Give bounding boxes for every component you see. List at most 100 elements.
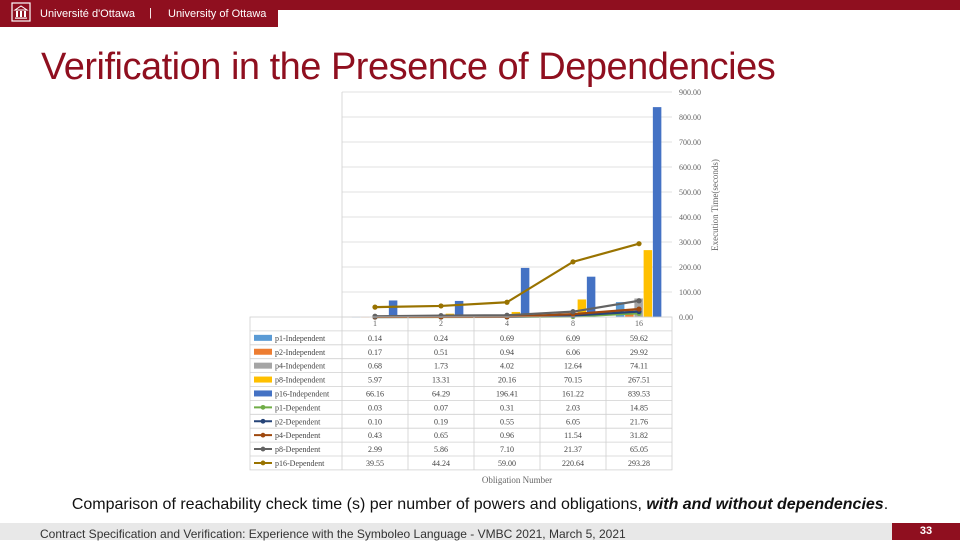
x-tick-label: 4 — [505, 319, 509, 328]
table-cell: 0.94 — [500, 348, 514, 357]
table-cell: 66.16 — [366, 389, 384, 398]
legend-label: p4-Independent — [275, 362, 326, 371]
bar-p16-Independent — [389, 300, 398, 317]
table-cell: 64.29 — [432, 389, 450, 398]
table-cell: 13.31 — [432, 376, 450, 385]
x-tick-label: 1 — [373, 319, 377, 328]
table-cell: 65.05 — [630, 445, 648, 454]
y-tick-label: 300.00 — [679, 238, 701, 247]
x-axis-label: Obligation Number — [482, 475, 552, 485]
table-cell: 39.55 — [366, 459, 384, 468]
y-tick-label: 700.00 — [679, 138, 701, 147]
point-p16-Dependent — [504, 300, 509, 305]
point-p16-Dependent — [438, 303, 443, 308]
table-cell: 196.41 — [496, 389, 518, 398]
table-cell: 0.31 — [500, 403, 514, 412]
legend-label: p1-Dependent — [275, 403, 321, 412]
table-cell: 0.03 — [368, 403, 382, 412]
table-cell: 21.76 — [630, 417, 648, 426]
table-cell: 6.06 — [566, 348, 580, 357]
table-cell: 0.17 — [368, 348, 382, 357]
table-cell: 0.14 — [368, 334, 382, 343]
point-p16-Dependent — [570, 259, 575, 264]
y-axis-label: Execution Time(seconds) — [710, 159, 720, 251]
x-tick-label: 2 — [439, 319, 443, 328]
table-cell: 74.11 — [630, 362, 648, 371]
table-cell: 59.62 — [630, 334, 648, 343]
table-cell: 0.65 — [434, 431, 448, 440]
table-cell: 2.99 — [368, 445, 382, 454]
table-cell: 839.53 — [628, 389, 650, 398]
table-cell: 0.55 — [500, 417, 514, 426]
point-p8-Dependent — [570, 309, 575, 314]
legend-swatch-marker — [261, 447, 266, 452]
table-cell: 20.16 — [498, 376, 516, 385]
point-p4-Dependent — [636, 306, 641, 311]
legend-swatch-bar — [254, 363, 272, 369]
table-cell: 7.10 — [500, 445, 514, 454]
table-cell: 5.86 — [434, 445, 448, 454]
legend-label: p2-Dependent — [275, 417, 321, 426]
table-cell: 161.22 — [562, 389, 584, 398]
legend-label: p4-Dependent — [275, 431, 321, 440]
legend-label: p8-Independent — [275, 376, 326, 385]
legend-label: p8-Dependent — [275, 445, 321, 454]
legend-swatch-marker — [261, 419, 266, 424]
point-p8-Dependent — [636, 298, 641, 303]
caption-end: . — [884, 496, 888, 513]
table-cell: 0.07 — [434, 403, 448, 412]
table-cell: 293.28 — [628, 459, 650, 468]
table-cell: 4.02 — [500, 362, 514, 371]
legend-swatch-bar — [254, 335, 272, 341]
table-cell: 0.43 — [368, 431, 382, 440]
legend-swatch-bar — [254, 349, 272, 355]
legend-swatch-marker — [261, 405, 266, 410]
table-cell: 14.85 — [630, 403, 648, 412]
table-cell: 0.69 — [500, 334, 514, 343]
legend-swatch-bar — [254, 390, 272, 396]
table-cell: 6.05 — [566, 417, 580, 426]
x-tick-label: 8 — [571, 319, 575, 328]
table-cell: 0.24 — [434, 334, 448, 343]
bar-p16-Independent — [653, 107, 662, 317]
legend-label: p1-Independent — [275, 334, 326, 343]
table-cell: 0.51 — [434, 348, 448, 357]
table-cell: 220.64 — [562, 459, 584, 468]
page-number: 33 — [892, 523, 960, 540]
legend-label: p16-Dependent — [275, 459, 325, 468]
table-cell: 267.51 — [628, 376, 650, 385]
line-p16-Dependent — [375, 244, 639, 307]
table-cell: 0.19 — [434, 417, 448, 426]
table-cell: 31.82 — [630, 431, 648, 440]
table-cell: 21.37 — [564, 445, 582, 454]
point-p16-Dependent — [636, 241, 641, 246]
table-cell: 5.97 — [368, 376, 382, 385]
table-cell: 29.92 — [630, 348, 648, 357]
y-tick-label: 800.00 — [679, 113, 701, 122]
legend-swatch-marker — [261, 461, 266, 466]
bar-p16-Independent — [587, 277, 596, 317]
legend-label: p16-Independent — [275, 389, 330, 398]
y-tick-label: 200.00 — [679, 263, 701, 272]
table-cell: 44.24 — [432, 459, 450, 468]
caption-emphasis: with and without dependencies — [646, 496, 883, 513]
point-p16-Dependent — [372, 305, 377, 310]
table-cell: 0.10 — [368, 417, 382, 426]
y-tick-label: 500.00 — [679, 188, 701, 197]
table-cell: 0.96 — [500, 431, 514, 440]
table-cell: 6.09 — [566, 334, 580, 343]
footer-text: Contract Specification and Verification:… — [40, 527, 626, 541]
legend-swatch-bar — [254, 377, 272, 383]
x-tick-label: 16 — [635, 319, 643, 328]
y-tick-label: 900.00 — [679, 88, 701, 97]
y-tick-label: 600.00 — [679, 163, 701, 172]
table-cell: 59.00 — [498, 459, 516, 468]
y-tick-label: 100.00 — [679, 288, 701, 297]
table-cell: 1.73 — [434, 362, 448, 371]
table-cell: 12.64 — [564, 362, 582, 371]
table-cell: 70.15 — [564, 376, 582, 385]
slide-caption: Comparison of reachability check time (s… — [0, 496, 960, 514]
table-cell: 0.68 — [368, 362, 382, 371]
bar-p8-Independent — [644, 250, 653, 317]
legend-label: p2-Independent — [275, 348, 326, 357]
